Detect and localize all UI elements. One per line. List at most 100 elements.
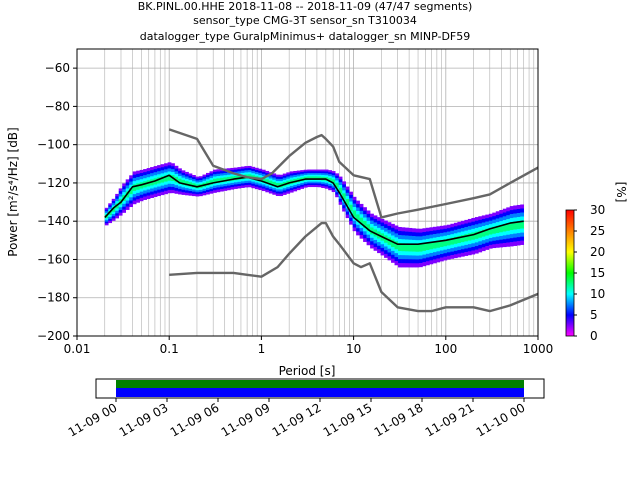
density-cell (171, 183, 175, 188)
density-cell (488, 237, 493, 242)
coverage-tick-label: 11-09 18 (372, 400, 426, 439)
density-cell (338, 190, 343, 194)
coverage-tick-label: 11-09 03 (117, 400, 171, 439)
density-cell (272, 173, 277, 176)
density-cell (335, 175, 339, 179)
density-cell (188, 188, 193, 192)
density-cell (289, 186, 294, 189)
density-cell (181, 180, 186, 183)
density-cell (132, 171, 137, 175)
colorbar-tick-label: 10 (590, 287, 605, 301)
density-cell (167, 186, 172, 191)
density-cell (153, 175, 158, 179)
density-cell (418, 232, 423, 237)
density-cell (398, 226, 402, 232)
density-cell (300, 173, 305, 176)
density-cell (495, 229, 500, 234)
density-cell (300, 186, 305, 189)
density-cell (143, 193, 147, 197)
density-cell (506, 211, 511, 216)
density-cell (157, 192, 161, 197)
title-line-2: sensor_type CMG-3T sensor_sn T310034 (193, 14, 417, 27)
density-cell (377, 245, 381, 250)
density-cell (432, 252, 437, 257)
density-cell (247, 180, 252, 184)
density-cell (171, 181, 175, 185)
density-cell (485, 214, 490, 219)
density-cell (303, 175, 308, 178)
density-cell (513, 221, 518, 226)
density-cell (307, 181, 312, 184)
density-cell (240, 181, 245, 184)
density-cell (356, 231, 360, 236)
density-cell (188, 186, 193, 190)
density-cell (373, 229, 378, 234)
density-cell (272, 188, 277, 191)
density-cell (212, 174, 217, 177)
density-cell (317, 183, 322, 186)
density-cell (247, 178, 252, 181)
density-cell (185, 171, 189, 175)
density-cell (380, 226, 385, 231)
colorbar-tick-label: 25 (590, 224, 605, 238)
density-cell (453, 250, 458, 255)
density-cell (359, 217, 364, 222)
density-cell (209, 186, 214, 190)
density-cell (513, 229, 518, 234)
density-cell (384, 224, 388, 229)
density-cell (460, 245, 465, 250)
density-cell (289, 171, 294, 174)
density-cell (153, 187, 158, 191)
density-cell (328, 182, 332, 185)
density-cell (293, 185, 298, 188)
density-cell (324, 180, 329, 184)
density-cell (349, 217, 353, 222)
density-cell (439, 243, 444, 248)
density-cell (377, 249, 381, 254)
density-cell (223, 170, 228, 174)
density-cell (499, 235, 504, 240)
density-cell (202, 182, 207, 186)
density-cell (391, 254, 395, 259)
density-cell (275, 183, 280, 186)
density-cell (384, 239, 388, 244)
density-cell (425, 227, 430, 232)
density-cell (467, 247, 472, 252)
density-cell (408, 243, 413, 248)
density-cell (303, 173, 308, 176)
density-cell (342, 190, 346, 194)
density-cell (111, 201, 116, 204)
density-cell (474, 238, 479, 243)
density-cell (293, 187, 298, 190)
envelope-upper-line (168, 128, 538, 219)
density-cell (324, 169, 329, 172)
density-cell (342, 205, 346, 209)
density-cell (373, 225, 378, 230)
density-cell (192, 181, 196, 184)
density-cell (143, 190, 147, 194)
density-cell (303, 185, 308, 188)
density-cell (307, 176, 312, 179)
density-cell (199, 182, 203, 185)
density-cell (296, 176, 301, 179)
density-cell (206, 175, 210, 178)
density-cell (370, 227, 374, 232)
density-cell (300, 175, 305, 178)
density-cell (478, 237, 483, 242)
density-cell (506, 215, 511, 220)
density-cell (104, 211, 109, 214)
density-cell (314, 174, 319, 177)
density-cell (429, 227, 434, 232)
density-cell (286, 187, 291, 190)
density-cell (317, 174, 322, 177)
density-cell (157, 168, 161, 172)
density-cell (415, 263, 420, 268)
density-cell (387, 248, 392, 253)
density-cell (321, 184, 326, 187)
density-cell (474, 249, 479, 254)
density-cell (212, 185, 217, 189)
density-cell (289, 175, 294, 178)
density-cell (453, 229, 458, 234)
density-cell (317, 181, 322, 184)
density-cell (146, 174, 151, 178)
